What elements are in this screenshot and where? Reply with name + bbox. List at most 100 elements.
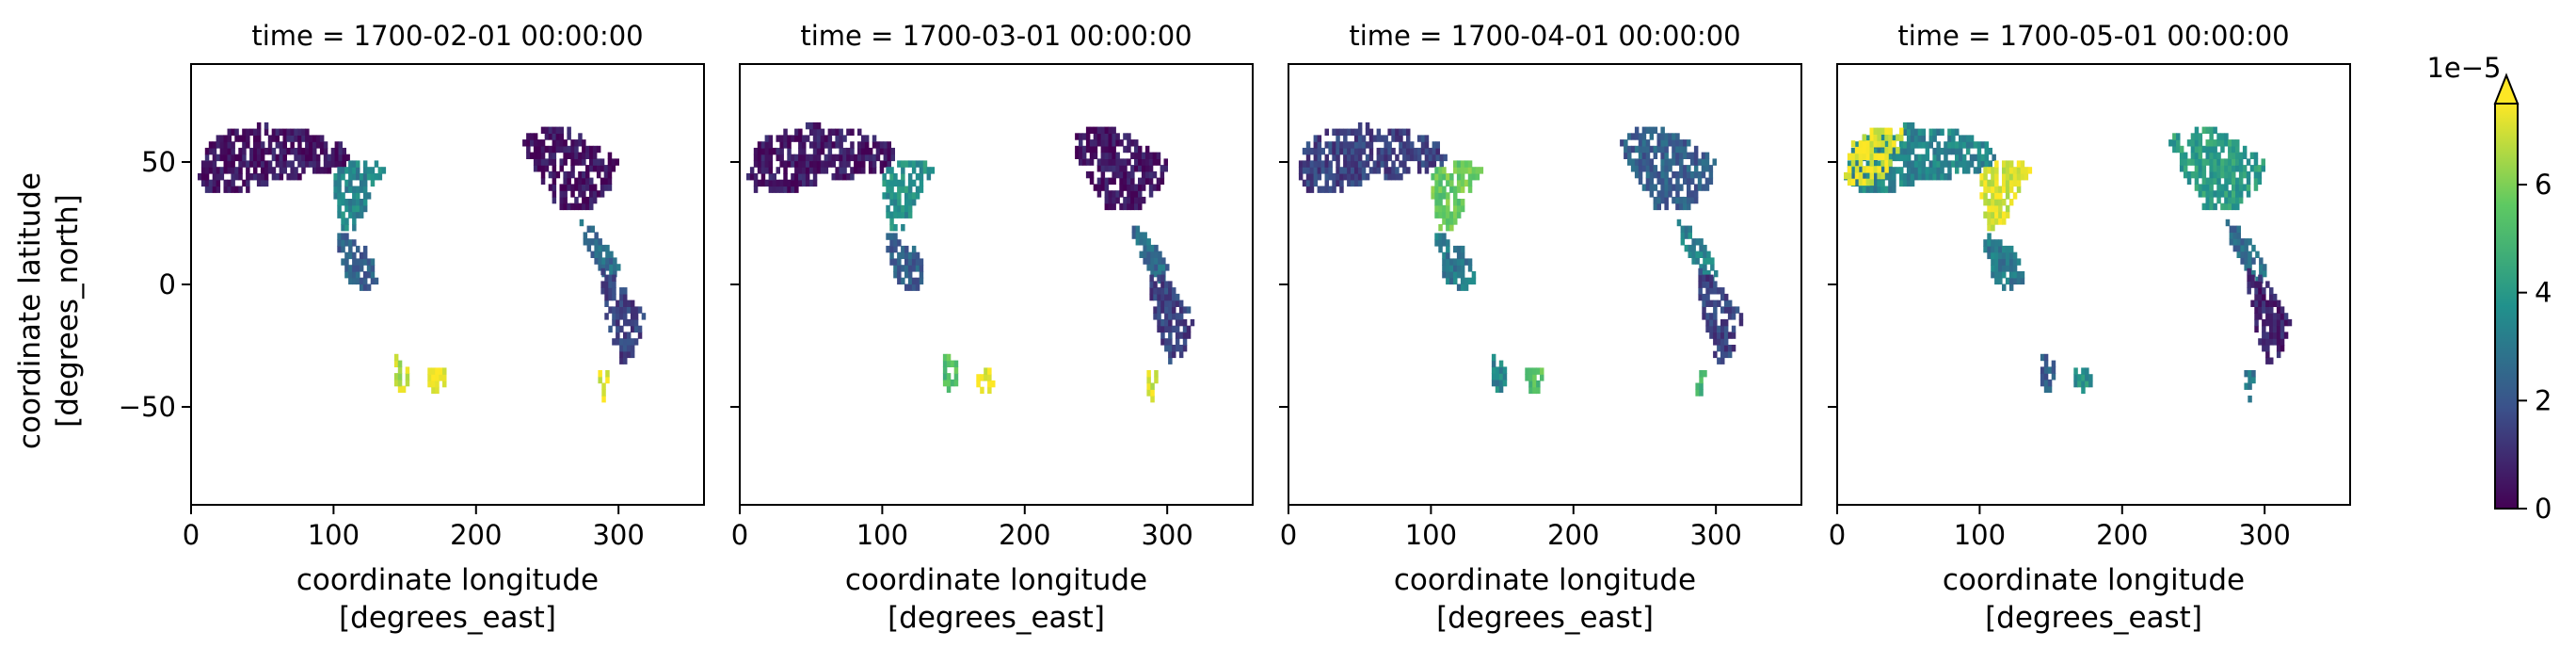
data-cell (1693, 190, 1699, 198)
data-cell (835, 173, 840, 181)
data-cell (1536, 386, 1541, 395)
data-cell (864, 141, 870, 149)
data-cell (897, 265, 902, 272)
data-cell (234, 167, 239, 174)
data-cell (309, 135, 313, 142)
data-cell (1446, 211, 1450, 219)
data-cell (574, 158, 579, 166)
data-cell (533, 133, 538, 140)
data-cell (915, 251, 920, 260)
data-cell (1699, 264, 1704, 271)
data-cell (1717, 325, 1721, 333)
data-cell (1353, 160, 1359, 168)
data-cell (238, 154, 243, 162)
data-cell (816, 147, 822, 155)
data-cell (1854, 179, 1860, 187)
data-cell (275, 173, 280, 181)
data-cell (352, 218, 357, 225)
data-cell (589, 145, 594, 154)
data-cell (802, 167, 807, 174)
data-cell (1947, 167, 1952, 174)
data-cell (1928, 173, 1933, 181)
data-cell (362, 258, 368, 266)
data-cell (984, 374, 988, 381)
data-cell (1096, 190, 1102, 198)
data-cell (2186, 139, 2192, 147)
data-cell (1438, 179, 1443, 187)
data-cell (1144, 158, 1150, 166)
data-cell (279, 141, 284, 149)
data-cell (915, 173, 920, 181)
data-cell (600, 158, 605, 166)
data-cell (893, 271, 898, 279)
data-cell (820, 147, 825, 155)
data-cell (831, 128, 836, 136)
data-cell (1693, 165, 1699, 172)
data-cell (1150, 389, 1155, 397)
data-cell (2198, 158, 2203, 166)
data-cell (1143, 251, 1147, 258)
data-cell (1869, 140, 1874, 148)
data-cell (563, 184, 568, 191)
data-cell (1892, 167, 1896, 174)
data-cell (1684, 232, 1689, 239)
data-cell (208, 186, 214, 193)
data-cell (1168, 318, 1173, 327)
data-cell (1456, 211, 1462, 219)
data-cell (1164, 287, 1169, 295)
data-cell (2265, 281, 2270, 288)
data-cell (256, 121, 262, 130)
data-cell (1936, 147, 1941, 155)
data-cell (598, 370, 602, 378)
data-cell (2220, 184, 2225, 191)
data-cell (578, 139, 583, 147)
data-cell (1456, 204, 1462, 213)
data-cell (2220, 133, 2225, 140)
data-cell (1720, 338, 1725, 346)
data-cell (1973, 141, 1978, 149)
data-cell (1438, 245, 1443, 253)
data-cell (1858, 171, 1864, 180)
data-cell (1150, 257, 1155, 265)
data-cell (946, 385, 952, 393)
data-cell (2216, 152, 2221, 159)
data-cell (1343, 147, 1348, 155)
data-cell (2198, 184, 2203, 191)
data-cell (2012, 265, 2018, 272)
data-cell (1641, 133, 1647, 140)
data-cell (530, 152, 535, 159)
data-cell (2043, 360, 2049, 367)
data-cell (950, 360, 955, 367)
data-cell (2016, 186, 2022, 193)
data-cell (533, 165, 538, 172)
data-cell (1709, 318, 1714, 327)
data-cell (1475, 173, 1480, 181)
data-cell (2236, 232, 2241, 239)
data-cell (1446, 224, 1450, 232)
data-cell (827, 154, 833, 162)
data-cell (1702, 281, 1706, 288)
data-cell (802, 141, 807, 149)
data-cell (1172, 325, 1176, 333)
data-cell (1717, 300, 1721, 307)
data-cell (1649, 170, 1655, 179)
data-cell (2016, 277, 2022, 285)
data-cell (2246, 184, 2251, 191)
data-cell (2040, 373, 2045, 381)
data-cell (1630, 158, 1636, 166)
data-cell (574, 196, 579, 204)
data-cell (1969, 141, 1975, 149)
data-cell (294, 167, 298, 174)
data-cell (1998, 251, 2003, 260)
data-cell (1410, 147, 1415, 155)
data-cell (619, 325, 624, 333)
data-cell (231, 154, 235, 162)
data-cell (223, 179, 228, 187)
data-cell (1460, 186, 1465, 193)
data-cell (2186, 170, 2192, 179)
data-cell (2002, 179, 2007, 187)
data-cell (356, 245, 360, 253)
data-cell (2232, 184, 2236, 191)
data-cell (1115, 165, 1120, 172)
data-cell (366, 265, 372, 272)
